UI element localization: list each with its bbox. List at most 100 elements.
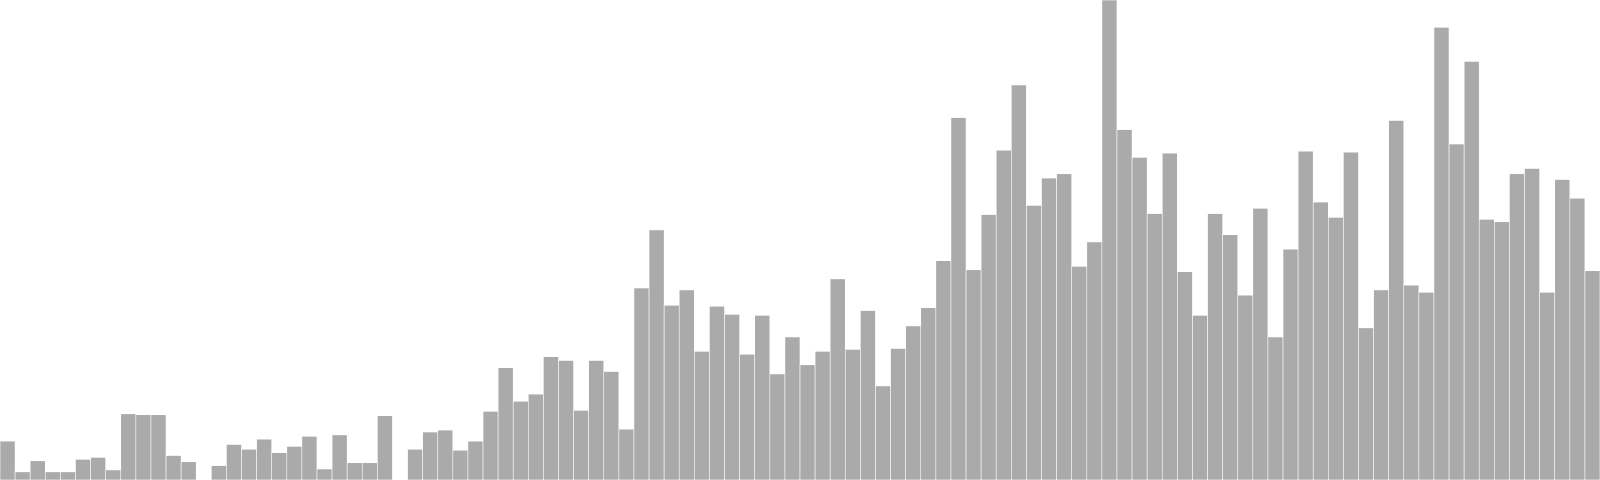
bar [1373, 289, 1389, 480]
bar [890, 348, 906, 480]
bar [769, 373, 786, 480]
bar [150, 414, 167, 480]
bar [512, 400, 529, 480]
bar [286, 446, 303, 480]
bar [784, 336, 801, 480]
bar [1161, 152, 1178, 480]
bar [1086, 241, 1103, 480]
bar [1403, 284, 1420, 480]
bar [467, 440, 484, 480]
bar [1388, 120, 1405, 480]
bar [75, 459, 91, 480]
bar [1343, 151, 1359, 480]
bar [527, 393, 544, 480]
bar [1448, 143, 1465, 480]
bar [1328, 217, 1344, 480]
bar [497, 367, 514, 480]
bar [1222, 234, 1239, 480]
bar [799, 364, 816, 480]
bar [754, 315, 771, 480]
bar [1267, 336, 1284, 480]
bar [1237, 294, 1254, 480]
bar [1478, 219, 1495, 480]
bar [543, 356, 559, 480]
bar [558, 360, 574, 480]
bar [950, 117, 967, 480]
bar [633, 287, 650, 480]
bar [875, 385, 891, 480]
bar [965, 269, 982, 480]
bar [1569, 197, 1586, 480]
bar [1524, 168, 1540, 480]
bar [1494, 221, 1510, 480]
bar [1463, 61, 1480, 480]
bar [1011, 84, 1027, 480]
bar [1418, 292, 1435, 480]
bar [437, 429, 454, 480]
bar [135, 414, 152, 480]
bar [1297, 150, 1314, 480]
bar [1101, 0, 1118, 480]
bar [814, 351, 831, 480]
bar [165, 455, 182, 480]
bar [1433, 27, 1450, 480]
bar [573, 410, 589, 480]
bar [241, 448, 257, 480]
bar [256, 438, 272, 480]
bar [920, 307, 937, 480]
bar [1146, 213, 1163, 480]
bar [663, 304, 680, 480]
bar [120, 413, 137, 480]
bar [905, 325, 922, 480]
bar [860, 310, 876, 480]
bar [724, 314, 740, 480]
bar [618, 428, 635, 480]
bar [1041, 177, 1057, 480]
bar [1252, 208, 1269, 480]
bar [995, 149, 1012, 480]
bar [29, 460, 46, 480]
bar [1192, 315, 1208, 480]
bar [1177, 271, 1193, 480]
bar [1131, 157, 1148, 480]
bar [271, 452, 288, 480]
bar [709, 305, 725, 480]
bar [482, 411, 499, 480]
bar [1509, 173, 1525, 480]
bar [1207, 213, 1223, 480]
bar [1539, 292, 1556, 480]
bar [211, 465, 227, 480]
bar [226, 444, 242, 480]
bar [739, 353, 756, 480]
bar [105, 469, 122, 480]
bar [407, 448, 423, 480]
bar [316, 468, 333, 480]
bar [44, 471, 61, 480]
bar [422, 431, 439, 480]
bar [694, 351, 710, 480]
bar [980, 214, 997, 480]
bar [1312, 201, 1329, 480]
bar [1056, 173, 1072, 480]
bar [1584, 270, 1600, 480]
bar [648, 229, 665, 480]
bar [301, 436, 318, 480]
bar [1282, 248, 1299, 480]
bar [678, 289, 695, 480]
bar [1026, 205, 1042, 480]
bar [377, 415, 393, 480]
bar [588, 360, 605, 480]
bar [331, 434, 348, 480]
bar [14, 471, 31, 480]
bar [452, 449, 469, 480]
bar [1071, 266, 1088, 480]
bar [361, 462, 378, 480]
bar [60, 471, 76, 480]
bar [1116, 129, 1133, 480]
bar [1554, 179, 1571, 480]
bar [90, 457, 106, 480]
bar [603, 371, 620, 480]
bar [346, 462, 363, 480]
